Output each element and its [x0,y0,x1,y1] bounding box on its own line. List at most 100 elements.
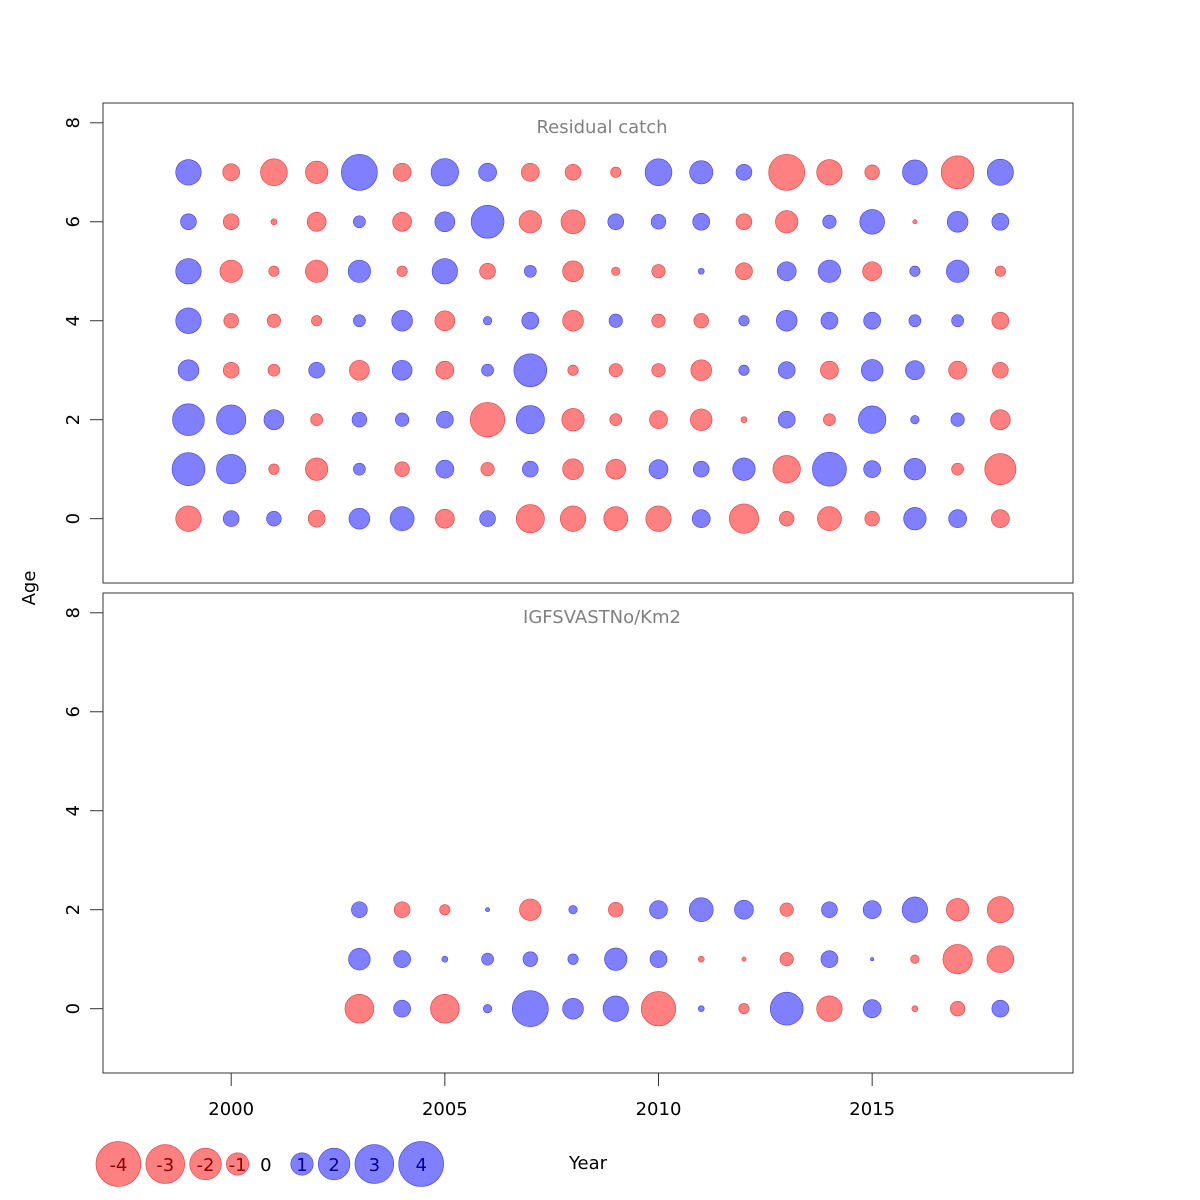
residual-bubble [483,1004,493,1014]
residual-bubble [268,265,280,277]
residual-bubble [305,160,329,184]
legend-label: 3 [369,1155,380,1176]
residual-bubble [266,313,281,328]
residual-bubble [392,211,412,232]
residual-bubble [608,363,623,378]
residual-bubble [651,264,666,279]
legend: -4 -3 -2 -1 0 1 2 3 4 [95,1141,444,1187]
panel-1-frame [102,102,1074,584]
residual-bubble [263,409,285,430]
residual-bubble [779,902,794,917]
residual-bubble [389,506,415,531]
residual-bubble [393,950,411,968]
residual-bubble [519,898,542,921]
residual-bubble [171,452,206,486]
residual-bubble [175,159,202,186]
legend-bubble [398,1141,444,1187]
residual-bubble [270,218,278,226]
residual-bubble [692,212,711,231]
residual-bubble [735,164,753,181]
residual-bubble [912,219,918,225]
residual-bubble [946,211,969,233]
residual-bubble [649,950,668,968]
y-axis-title: Age [19,571,40,606]
y-tick-label: 2 [63,904,84,915]
residual-bubble [946,259,970,283]
residual-bubble [260,158,288,187]
residual-bubble [816,995,843,1022]
residual-bubble [306,211,327,232]
residual-bubble [431,258,458,285]
residual-bubble [180,213,197,231]
residual-bubble [430,993,460,1024]
residual-bubble [524,264,537,278]
panel-1-title: Residual catch [536,117,667,138]
residual-bubble [950,412,965,427]
residual-bubble [344,993,375,1024]
residual-bubble [946,898,970,922]
residual-bubble [434,211,456,233]
residual-bubble [522,460,539,478]
residual-bubble [986,945,1015,973]
residual-bubble [769,991,804,1026]
legend-label: -4 [109,1155,127,1176]
residual-bubble [216,454,247,485]
residual-bubble [609,413,623,427]
residual-bubble [949,1001,966,1017]
legend-bubble [226,1152,250,1176]
residual-bubble [485,907,491,913]
residual-bubble [738,315,750,327]
residual-bubble [483,316,493,326]
legend-bubble [145,1144,185,1184]
residual-bubble [812,451,847,487]
residual-bubble [777,361,796,380]
residual-bubble [697,955,705,963]
residual-bubble [732,457,756,481]
residual-bubble [607,213,625,231]
residual-bubble [219,259,243,283]
residual-bubble [776,261,797,282]
residual-bubble [690,359,712,381]
residual-bubble [435,459,455,479]
x-tick-label: 2005 [422,1099,468,1120]
legend-label: 0 [260,1155,271,1176]
residual-bubble [222,510,240,527]
residual-bubble [481,363,494,377]
residual-bubble [481,952,494,966]
panel-1-y-axis: 0 2 4 6 8 [63,117,103,524]
residual-bubble [560,209,586,235]
residual-bubble [991,311,1010,330]
residual-bubble [948,360,967,380]
residual-bubble [861,359,884,382]
residual-bubble [984,453,1017,486]
residual-bubble [691,509,711,528]
residual-bubble [223,313,239,329]
x-tick-label: 2000 [208,1099,254,1120]
residual-bubble [864,511,880,527]
residual-bubble [172,403,205,436]
residual-bubble [908,314,922,328]
residual-bubble [738,364,750,376]
residual-bubble [393,999,411,1018]
residual-bubble [511,990,549,1027]
panel-2-title: IGFSVASTNo/Km2 [523,607,681,628]
residual-bubble [862,999,882,1018]
panel-1-bubbles [171,153,1017,534]
residual-bubble [562,260,584,282]
residual-bubble [901,896,928,923]
residual-bubble [651,363,666,378]
residual-bubble [649,410,668,430]
legend-label: 1 [296,1155,307,1176]
legend-label: -3 [156,1155,174,1176]
residual-bubble [864,164,880,180]
residual-bubble [479,262,496,280]
residual-bubble [817,506,842,531]
residual-bubble [990,409,1011,430]
residual-bubble [267,363,281,377]
legend-bubble [290,1152,314,1176]
residual-bubble [648,459,669,479]
residual-bubble [740,416,748,424]
residual-bubble [858,405,887,434]
residual-bubble [341,153,378,191]
residual-bubble [728,503,759,534]
